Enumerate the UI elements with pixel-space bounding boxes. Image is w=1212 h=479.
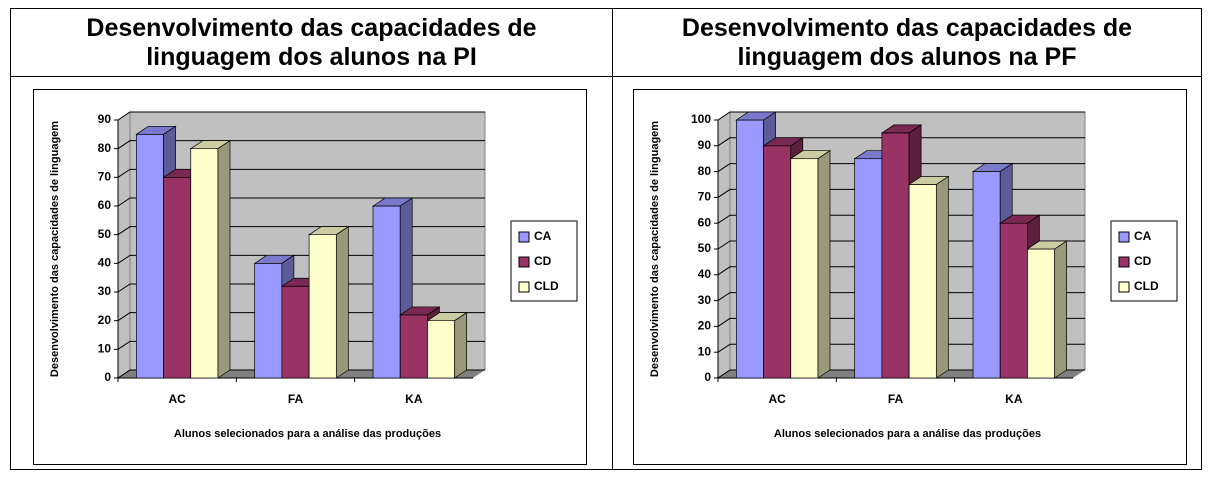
table: Desenvolvimento das capacidades de lingu… xyxy=(10,8,1202,470)
grid-line xyxy=(717,188,1085,198)
grid-line xyxy=(717,266,1085,276)
y-tick-label: 90 xyxy=(98,112,112,126)
y-axis-label: Desenvolvimento das capacidades de lingu… xyxy=(49,121,61,377)
grid-line xyxy=(117,254,485,264)
chart: 0 10 20 30 40 50 60 70 80 90 AC FA KA Alunos selecion… xyxy=(33,89,587,465)
y-tick-label: 60 xyxy=(98,198,112,212)
side-wall xyxy=(117,111,131,379)
legend-label: CLD xyxy=(1134,279,1159,293)
legend-label: CLD xyxy=(534,279,559,293)
y-tick-label: 10 xyxy=(98,342,112,356)
bar-side xyxy=(335,226,349,379)
grid-line xyxy=(117,168,485,178)
bar xyxy=(254,262,283,379)
bar xyxy=(190,148,219,379)
x-tick-label: KA xyxy=(1005,392,1023,406)
grid-line xyxy=(717,163,1085,173)
y-tick-label: 0 xyxy=(104,370,111,384)
bar xyxy=(281,285,310,379)
grid-line xyxy=(117,226,485,236)
bar xyxy=(1027,248,1056,379)
y-tick-label: 70 xyxy=(698,190,712,204)
grid-line xyxy=(717,137,1085,147)
legend-label: CD xyxy=(534,254,552,268)
y-tick-label: 60 xyxy=(698,215,712,229)
grid-line xyxy=(117,283,485,293)
bar xyxy=(854,158,883,379)
legend-label: CA xyxy=(534,229,552,243)
x-axis-label: Alunos selecionados para a análise das p… xyxy=(774,428,1041,440)
x-tick-label: FA xyxy=(888,392,904,406)
grid-line xyxy=(117,197,485,207)
bar-side xyxy=(1054,240,1068,379)
bar-side xyxy=(454,312,468,379)
grid-line xyxy=(717,240,1085,250)
chart-title: Desenvolvimento das capacidades de lingu… xyxy=(681,13,1133,71)
y-axis-label: Desenvolvimento das capacidades de lingu… xyxy=(649,121,661,377)
x-tick-label: KA xyxy=(405,392,423,406)
bar xyxy=(763,145,792,379)
y-tick-label: 20 xyxy=(698,319,712,333)
grid-line xyxy=(717,343,1085,353)
grid-line xyxy=(117,369,485,379)
column-divider xyxy=(612,9,613,469)
grid-line xyxy=(117,340,485,350)
legend-swatch xyxy=(518,281,530,293)
grid-line xyxy=(117,111,485,121)
bar-side xyxy=(817,150,831,379)
bar xyxy=(135,133,164,379)
bar xyxy=(308,234,337,379)
grid-line xyxy=(717,317,1085,327)
x-axis-label: Alunos selecionados para a análise das p… xyxy=(174,428,441,440)
chart-title: Desenvolvimento das capacidades de lingu… xyxy=(86,13,537,71)
y-tick-label: 100 xyxy=(691,112,711,126)
y-tick-label: 80 xyxy=(98,141,112,155)
legend-label: CA xyxy=(1134,229,1152,243)
y-tick-label: 30 xyxy=(98,284,112,298)
y-tick-label: 80 xyxy=(698,164,712,178)
x-tick-label: AC xyxy=(768,392,786,406)
y-tick-label: 90 xyxy=(698,138,712,152)
legend-swatch xyxy=(1118,281,1130,293)
y-tick-label: 50 xyxy=(98,227,112,241)
legend-swatch xyxy=(518,256,530,268)
bar xyxy=(163,176,192,379)
y-tick-label: 40 xyxy=(98,256,112,270)
chart: 0 10 20 30 40 50 60 70 80 90 100 AC FA KA Alunos selec… xyxy=(633,89,1187,465)
bar xyxy=(399,314,428,379)
bar xyxy=(735,119,764,379)
legend-swatch xyxy=(1118,231,1130,243)
grid-line xyxy=(117,140,485,150)
bar xyxy=(908,184,937,379)
y-tick-label: 30 xyxy=(698,293,712,307)
grid-line xyxy=(717,111,1085,121)
bar-side xyxy=(935,175,949,379)
legend-swatch xyxy=(518,231,530,243)
y-tick-label: 0 xyxy=(704,370,711,384)
legend-label: CD xyxy=(1134,254,1152,268)
bar xyxy=(881,132,910,379)
grid-line xyxy=(717,369,1085,379)
y-tick-label: 50 xyxy=(698,241,712,255)
header-cell: Desenvolvimento das capacidades de lingu… xyxy=(613,9,1201,77)
grid-line xyxy=(717,292,1085,302)
y-tick-label: 70 xyxy=(98,170,112,184)
legend-swatch xyxy=(1118,256,1130,268)
bar xyxy=(372,205,401,379)
x-tick-label: FA xyxy=(288,392,304,406)
x-tick-label: AC xyxy=(168,392,186,406)
y-tick-label: 10 xyxy=(698,344,712,358)
grid-line xyxy=(117,312,485,322)
bar xyxy=(427,320,456,379)
header-cell: Desenvolvimento das capacidades de lingu… xyxy=(11,9,612,77)
y-tick-label: 20 xyxy=(98,313,112,327)
y-tick-label: 40 xyxy=(698,267,712,281)
bar xyxy=(972,171,1001,379)
grid-line xyxy=(717,214,1085,224)
bar-side xyxy=(217,140,231,379)
bar xyxy=(790,158,819,379)
bar xyxy=(999,222,1028,379)
